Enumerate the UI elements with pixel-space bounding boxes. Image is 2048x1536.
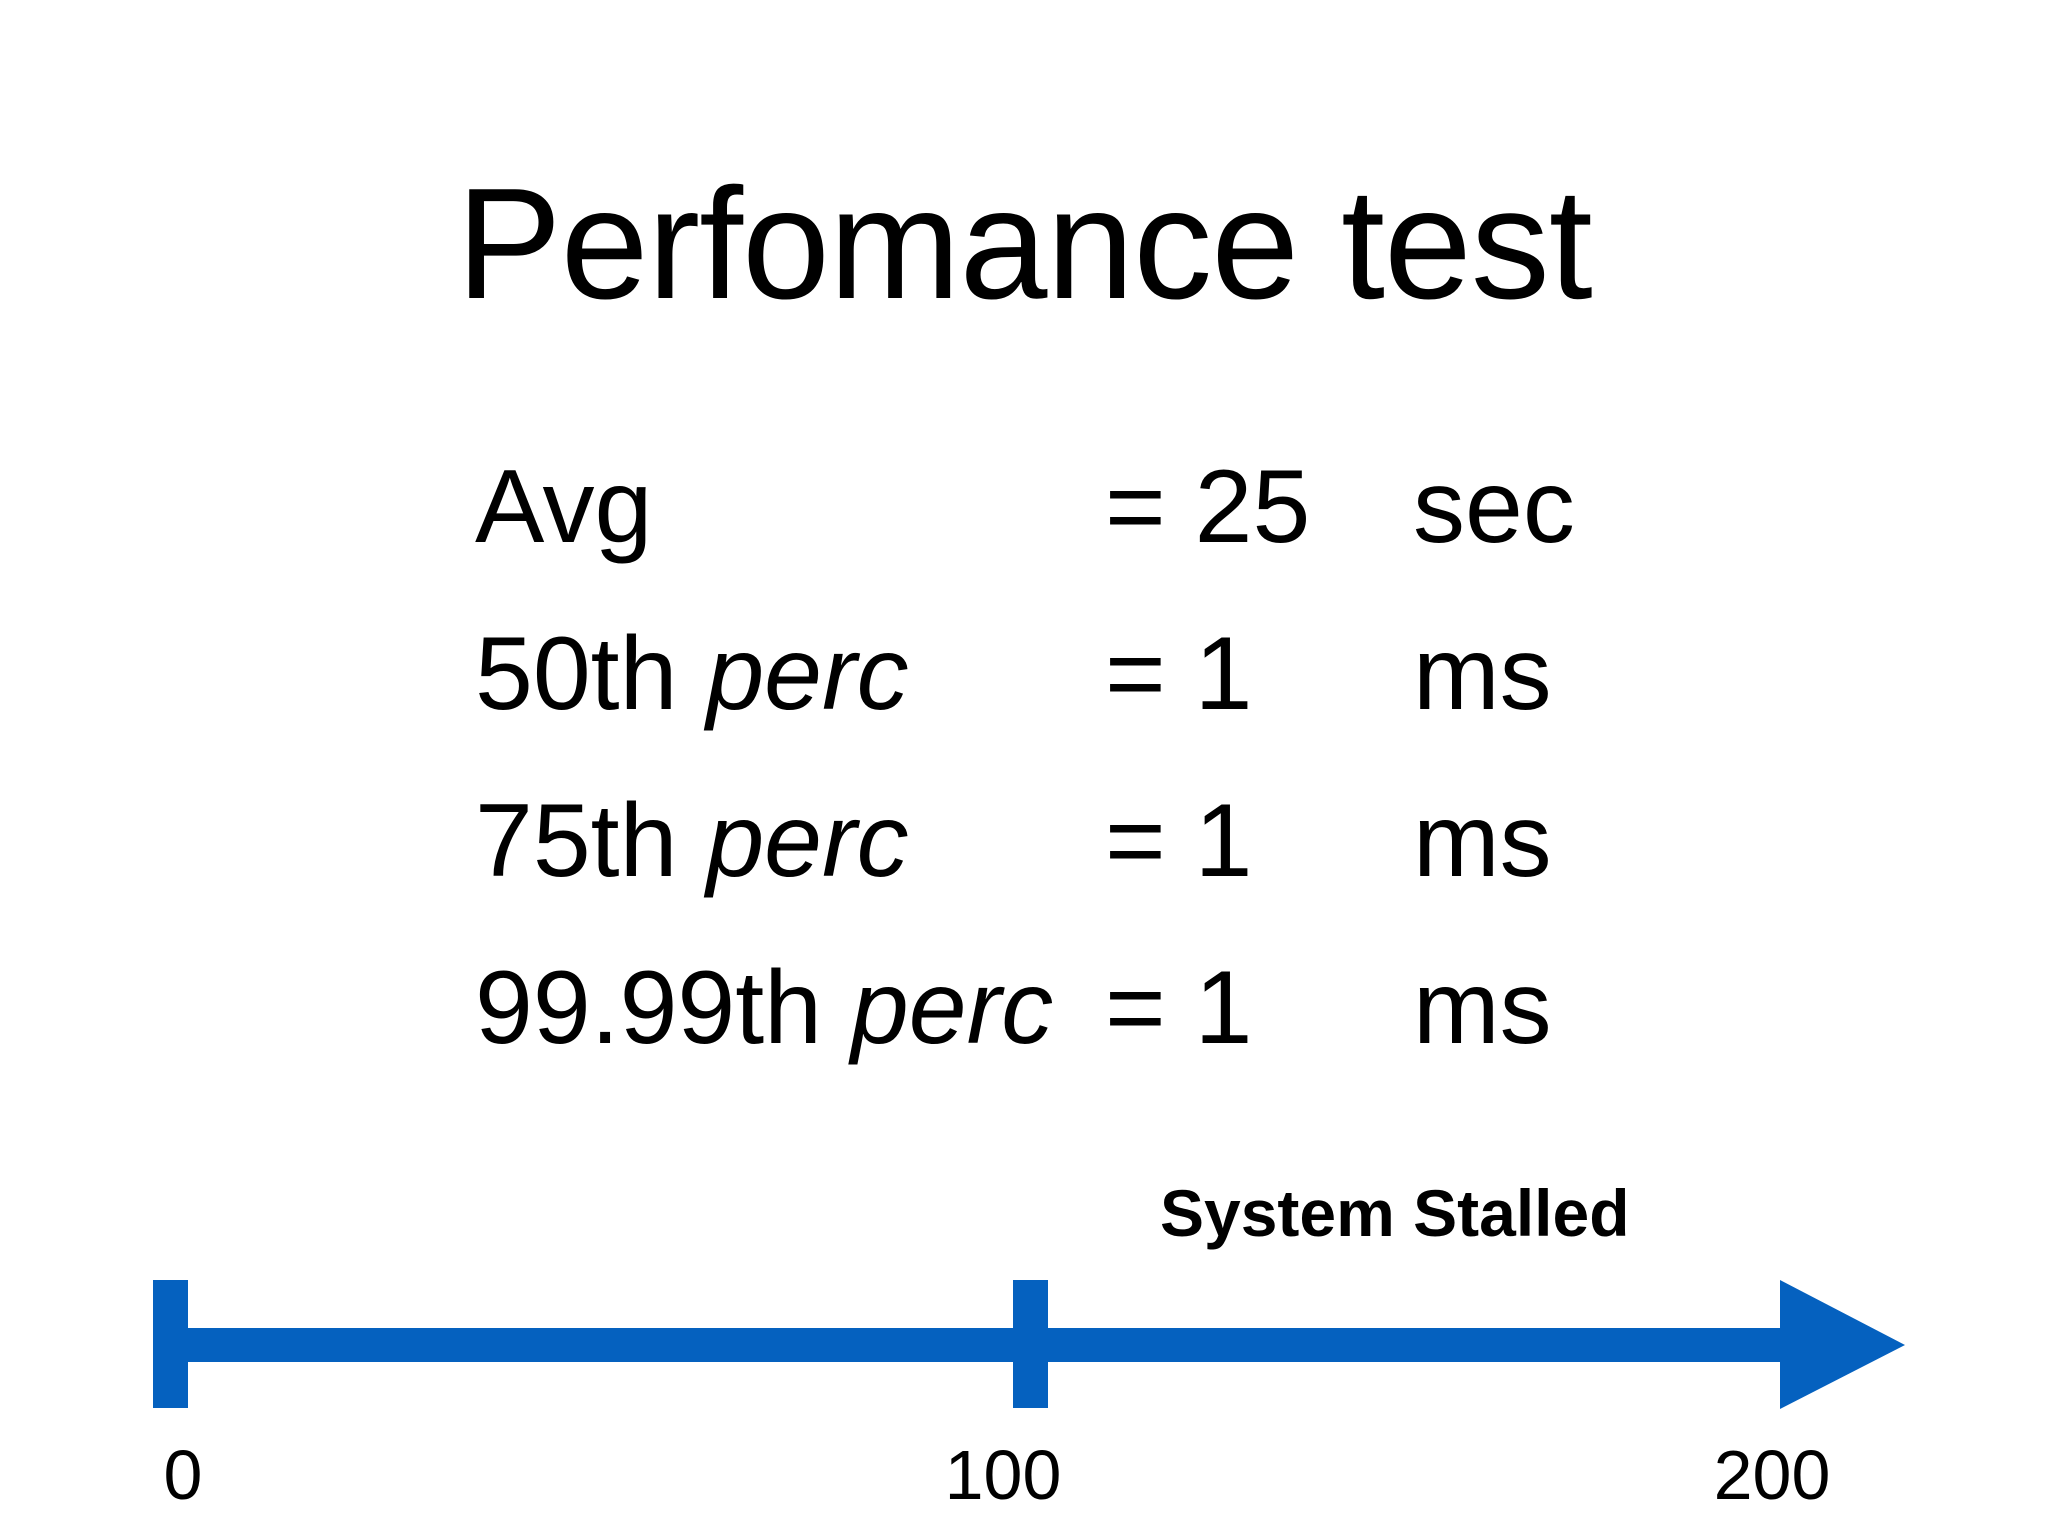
tick-mark-100 [1013,1280,1048,1408]
stats-table: Avg = 25 sec 50th perc = 1 ms 75th perc … [0,455,2048,1076]
stat-unit: ms [1413,950,1552,1066]
stat-unit: ms [1413,783,1552,899]
stat-value: = 1 [1105,950,1253,1066]
tick-label-200: 200 [1713,1436,1831,1514]
stat-unit: ms [1413,616,1552,732]
slide-title: Perfomance test [456,156,1592,332]
stat-label: 75th perc [475,783,909,899]
stat-row-75th: 75th perc = 1 ms [0,789,2048,909]
system-stalled-label: System Stalled [1160,1176,1630,1250]
stat-value: = 25 [1105,449,1311,565]
stat-row-50th: 50th perc = 1 ms [0,622,2048,742]
stat-label: 99.99th perc [475,950,1054,1066]
stat-value: = 1 [1105,783,1253,899]
stat-label: 50th perc [475,616,909,732]
stat-row-99-99th: 99.99th perc = 1 ms [0,956,2048,1076]
tick-label-100: 100 [944,1436,1062,1514]
stat-row-avg: Avg = 25 sec [0,455,2048,575]
axis-line [170,1328,1790,1362]
stat-unit: sec [1413,449,1575,565]
axis-arrowhead [1780,1280,1905,1409]
tick-label-0: 0 [163,1436,203,1514]
stat-label: Avg [475,449,653,565]
stat-value: = 1 [1105,616,1253,732]
tick-mark-0 [153,1280,188,1408]
